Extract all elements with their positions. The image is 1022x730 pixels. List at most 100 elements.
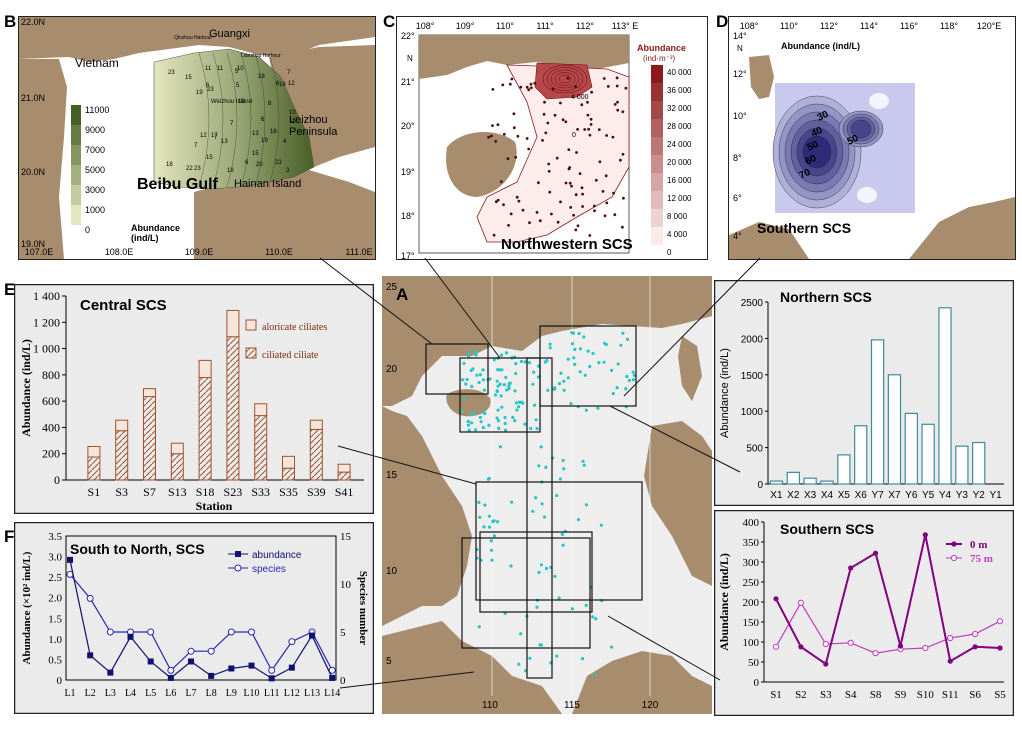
station-dot xyxy=(562,388,566,392)
x-tick-label: X3 xyxy=(804,490,817,501)
north-label: N xyxy=(737,44,743,53)
station-dot xyxy=(491,88,495,91)
station-dot xyxy=(553,113,557,117)
legend-label-aloricate: aloricate ciliates xyxy=(262,322,327,333)
station-dot xyxy=(499,353,504,357)
station-dot xyxy=(514,155,518,159)
station-dot xyxy=(544,566,549,571)
station-dot xyxy=(582,335,586,339)
abundance-marker xyxy=(288,664,295,671)
contour-label: 50 xyxy=(806,139,821,154)
y-tick-label: 10° xyxy=(733,111,747,121)
y-tick-label: 14° xyxy=(733,31,747,41)
station-dot xyxy=(502,203,505,207)
x-tick-label: Y2 xyxy=(973,490,986,501)
colorbar-tick: 0 xyxy=(667,248,672,257)
marker-75m xyxy=(822,640,829,648)
station-dot xyxy=(527,147,531,151)
species-marker xyxy=(288,638,296,646)
station-number: 10 xyxy=(289,110,296,116)
mainland-c xyxy=(419,35,629,79)
contour-label: 70 xyxy=(798,167,813,182)
station-number: 3 xyxy=(286,168,290,174)
x-tick-label: S41 xyxy=(335,485,354,499)
station-dot xyxy=(529,426,533,431)
y-tick-label: 21° xyxy=(401,77,415,87)
legend-label-ciliated: ciliated ciliate xyxy=(262,350,319,361)
station-dot xyxy=(465,377,469,382)
station-dot xyxy=(527,361,532,365)
station-dot xyxy=(512,112,516,116)
marker-75m xyxy=(847,639,854,646)
colorbar-cell xyxy=(651,227,663,245)
chart-h-title: Southern SCS xyxy=(780,521,874,537)
station-dot xyxy=(561,543,565,547)
station-dot xyxy=(540,502,544,506)
colorbar-tick: 24 000 xyxy=(667,140,692,149)
abundance-marker xyxy=(147,658,154,665)
colorbar-tick: 5000 xyxy=(85,165,105,175)
station-dot xyxy=(570,342,575,346)
station-dot xyxy=(491,519,495,524)
colorbar-title: Abundance xyxy=(637,43,686,53)
malay-land xyxy=(382,621,562,714)
y2-tick-label: 15 xyxy=(340,531,352,543)
station-dot xyxy=(597,361,601,365)
station-number: 19 xyxy=(196,90,203,96)
bar-aloricate xyxy=(282,455,295,469)
x-tick-label: L5 xyxy=(145,688,156,699)
x-tick-label: S33 xyxy=(251,485,270,499)
station-dot xyxy=(517,405,521,409)
abundance-marker xyxy=(329,674,336,681)
chart-g-svg: 0 500 1000 1500 2000 2500 X1 X2 X3 X4 X5 X6 Y7 X7 Y6 Y5… xyxy=(714,280,1014,506)
x-tick-label: 114° xyxy=(860,21,878,31)
y-tick-label: 2500 xyxy=(741,298,764,309)
station-dot xyxy=(495,389,499,393)
marker-0m xyxy=(773,596,779,602)
y-tick-label: 10 xyxy=(386,566,398,577)
y-tick-label: 3.5 xyxy=(48,531,62,543)
station-dot xyxy=(603,214,607,218)
station-dot xyxy=(541,139,544,142)
station-number: 13 xyxy=(252,131,259,137)
label-vietnam: Vietnam xyxy=(75,56,119,70)
y-tick-label: 800 xyxy=(42,368,60,382)
colorbar-cell xyxy=(651,119,663,137)
panel-c-title: Northwestern SCS xyxy=(501,236,633,253)
station-dot xyxy=(611,392,615,396)
x-tick-label: X6 xyxy=(855,490,868,501)
station-number: 22 xyxy=(186,166,193,172)
legend-label-75m: 75 m xyxy=(970,553,993,565)
colorbar-tick: 11000 xyxy=(85,105,109,115)
bar-aloricate xyxy=(143,388,156,398)
station-number: 19 xyxy=(238,99,245,105)
y-tick-label: 0 xyxy=(754,677,760,689)
marker-75m xyxy=(797,599,804,606)
y-tick-label: 350 xyxy=(743,537,760,549)
bar-ciliated xyxy=(226,336,240,481)
station-dot xyxy=(539,643,544,647)
panel-letter-b: B xyxy=(4,12,17,31)
station-dot xyxy=(599,523,603,527)
x-tick-label: 110° xyxy=(780,21,798,31)
station-dot xyxy=(534,496,538,500)
station-dot xyxy=(559,371,563,375)
colorbar-cell xyxy=(651,83,663,101)
x-tick-label: S2 xyxy=(795,689,807,701)
marker-0m xyxy=(997,645,1003,651)
y-tick-label: 200 xyxy=(743,597,760,609)
x-tick-label: 118° xyxy=(940,21,958,31)
station-dot xyxy=(604,342,608,347)
y2-tick-label: 5 xyxy=(340,627,346,639)
bar-ciliated xyxy=(282,467,295,481)
y2-tick-label: 10 xyxy=(340,579,352,591)
abundance-marker xyxy=(248,662,255,669)
station-dot xyxy=(621,152,625,156)
station-dot xyxy=(562,379,566,383)
marker-75m xyxy=(972,630,979,638)
station-dot xyxy=(592,204,596,208)
colorbar-tick: 32 000 xyxy=(667,104,692,113)
bar xyxy=(955,445,969,485)
bar xyxy=(972,441,986,485)
